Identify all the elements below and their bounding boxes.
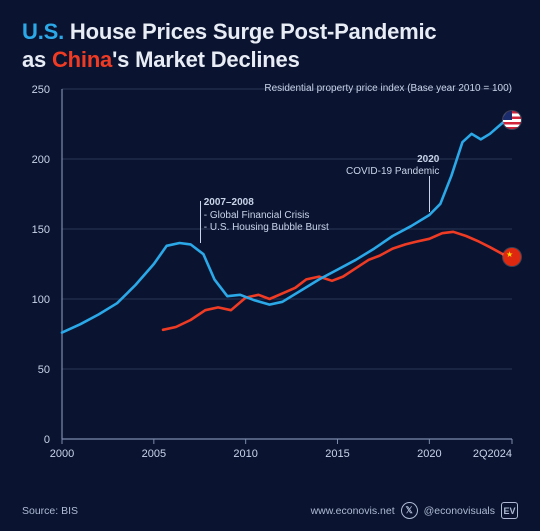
- brand-block: www.econovis.net 𝕏 @econovisuals EV: [311, 502, 518, 519]
- annotation-gfc-title: 2007–2008: [204, 197, 329, 210]
- social-handle: @econovisuals: [424, 505, 495, 517]
- annotation-covid-line1: COVID-19 Pandemic: [339, 166, 439, 179]
- svg-text:0: 0: [44, 434, 50, 446]
- title-text-2: as: [22, 47, 52, 72]
- svg-text:2005: 2005: [142, 448, 166, 460]
- svg-text:50: 50: [38, 364, 50, 376]
- svg-text:250: 250: [32, 84, 50, 96]
- svg-text:150: 150: [32, 224, 50, 236]
- svg-text:100: 100: [32, 294, 50, 306]
- chart-subtitle: Residential property price index (Base y…: [264, 83, 512, 94]
- source-label: Source: BIS: [22, 505, 78, 517]
- china-flag-icon: ★: [503, 248, 521, 266]
- annotation-gfc-line1: - Global Financial Crisis: [204, 210, 329, 223]
- annotation-covid-tick: [429, 176, 430, 212]
- site-url: www.econovis.net: [311, 505, 395, 517]
- annotation-gfc: 2007–2008 - Global Financial Crisis - U.…: [204, 197, 329, 235]
- annotation-covid: 2020 COVID-19 Pandemic: [339, 154, 439, 179]
- svg-text:2015: 2015: [325, 448, 349, 460]
- us-flag-icon: [503, 111, 521, 129]
- chart-footer: Source: BIS www.econovis.net 𝕏 @econovis…: [22, 502, 518, 519]
- chart-area: 0 50 100 150 200 250 2000 2005 2010 2015 2020 2Q202…: [22, 79, 518, 479]
- annotation-gfc-line2: - U.S. Housing Bubble Burst: [204, 222, 329, 235]
- chart-card: U.S. House Prices Surge Post-Pandemic as…: [0, 0, 540, 531]
- title-china: China: [52, 47, 112, 72]
- annotation-gfc-tick: [200, 201, 201, 243]
- title-us: U.S.: [22, 19, 64, 44]
- brand-badge-icon: EV: [501, 502, 518, 519]
- x-icon: 𝕏: [401, 502, 418, 519]
- title-text-1: House Prices Surge Post-Pandemic: [64, 19, 436, 44]
- svg-text:2020: 2020: [417, 448, 441, 460]
- svg-text:2010: 2010: [233, 448, 257, 460]
- svg-text:2000: 2000: [50, 448, 74, 460]
- annotation-covid-title: 2020: [339, 154, 439, 167]
- chart-title: U.S. House Prices Surge Post-Pandemic as…: [22, 18, 518, 73]
- line-chart-svg: 0 50 100 150 200 250 2000 2005 2010 2015 2020 2Q202…: [22, 79, 518, 479]
- svg-text:2Q2024: 2Q2024: [473, 448, 512, 460]
- title-text-3: 's Market Declines: [112, 47, 300, 72]
- svg-text:200: 200: [32, 154, 50, 166]
